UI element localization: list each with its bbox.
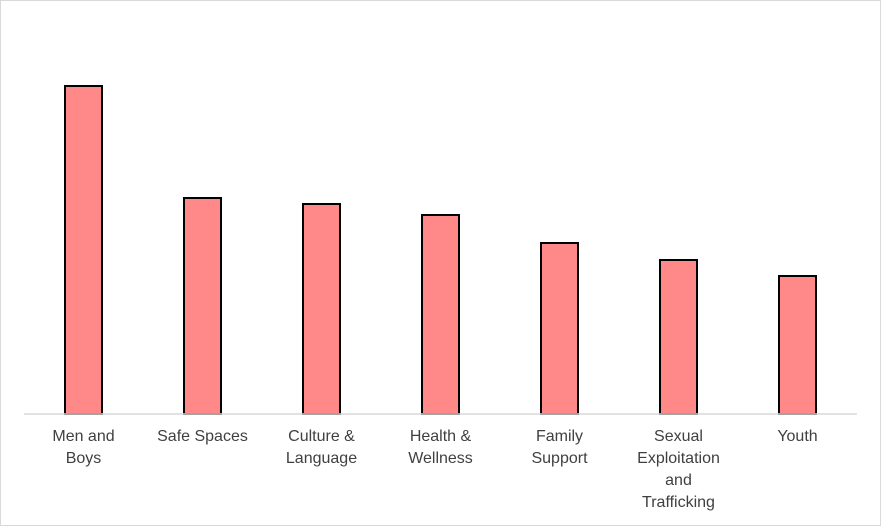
x-tick-label: Family Support	[531, 428, 588, 467]
x-tick-label: Safe Spaces	[157, 428, 248, 445]
bar	[421, 214, 460, 415]
x-tick-label: Sexual Exploitation and Trafficking	[637, 428, 720, 511]
x-tick-label: Men and Boys	[52, 428, 115, 467]
bar	[64, 85, 103, 415]
bar	[183, 197, 222, 415]
bar	[302, 203, 341, 415]
x-tick-label: Youth	[777, 428, 818, 445]
bar	[659, 259, 698, 415]
bar	[778, 275, 817, 415]
x-tick-label: Health & Wellness	[408, 428, 473, 467]
bar	[540, 242, 579, 415]
x-tick-label: Culture & Language	[285, 428, 358, 467]
